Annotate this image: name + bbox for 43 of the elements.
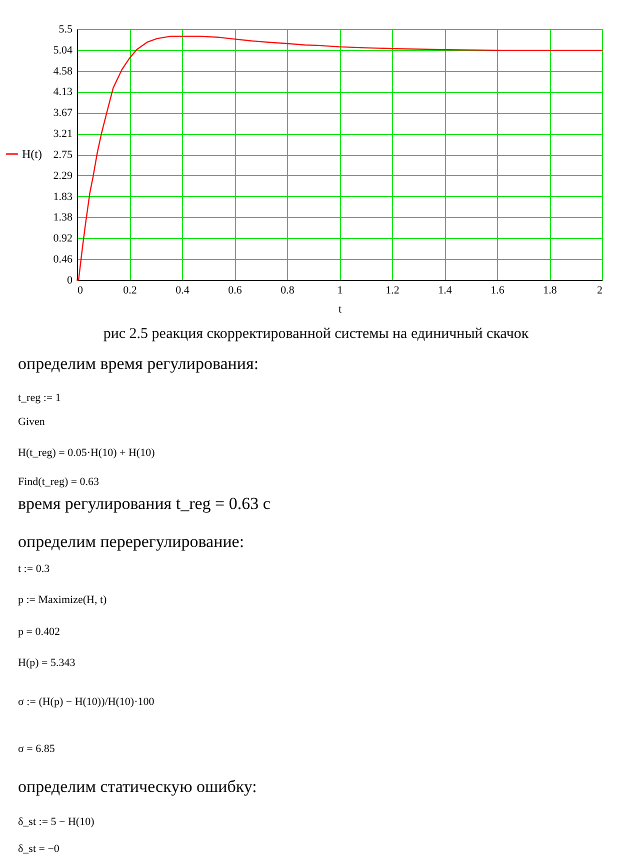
x-tick-label: 1.6 [490,284,505,296]
y-tick-label: 4.13 [53,86,73,98]
text: t_reg := 1 [18,392,61,404]
text: H(t_reg) = 0.05·H(10) + H(10) [18,447,156,459]
x-tick-label: 1.2 [386,284,400,296]
text: σ = 6.85 [18,743,56,755]
text: δ_st = −0 [18,843,60,855]
y-tick-label: 3.67 [53,107,73,120]
x-tick-label: 0.6 [228,284,242,296]
x-axis-title: t [338,304,342,316]
x-tick-label: 0 [78,284,84,296]
y-tick-label: 3.21 [53,128,72,140]
y-tick-label: 5.5 [58,24,73,36]
y-tick-label: 1.83 [53,190,73,203]
text: время регулирования t_reg = 0.63 с [18,494,271,513]
x-tick-label: 1.4 [438,284,452,296]
text: H(p) = 5.343 [18,657,76,669]
text: t := 0.3 [18,563,50,575]
text: p = 0.402 [18,626,60,638]
text: рис 2.5 реакция скорректированной системы на единичный скачок [103,326,530,342]
text: δ_st := 5 − H(10) [18,816,95,828]
y-tick-label: 0.92 [53,232,72,245]
y-tick-label: 0.46 [53,254,73,266]
text: p := Maximize(H, t) [18,594,108,606]
text: определим перерегулирование: [18,532,244,551]
x-tick-label: 0.4 [176,284,190,296]
text: σ := (H(p) − H(10))/H(10)·100 [18,696,155,708]
y-tick-label: 0 [67,274,73,286]
y-tick-label: 5.04 [53,44,73,56]
x-tick-label: 0.2 [123,284,137,296]
text: определим время регулирования: [18,354,259,373]
y-tick-label: 4.58 [53,65,73,78]
text: Find(t_reg) = 0.63 [18,476,100,488]
y-tick-label: 2.29 [53,170,73,182]
y-tick-label: 2.75 [53,149,73,161]
x-tick-label: 0.8 [280,284,295,296]
x-tick-label: 1.8 [543,284,558,296]
legend-label: H(t) [22,147,42,161]
text: определим статическую ошибку: [18,777,257,796]
text: Given [18,416,46,428]
y-tick-label: 1.38 [53,212,73,224]
x-tick-label: 2 [597,284,602,296]
x-tick-label: 1 [337,284,343,296]
